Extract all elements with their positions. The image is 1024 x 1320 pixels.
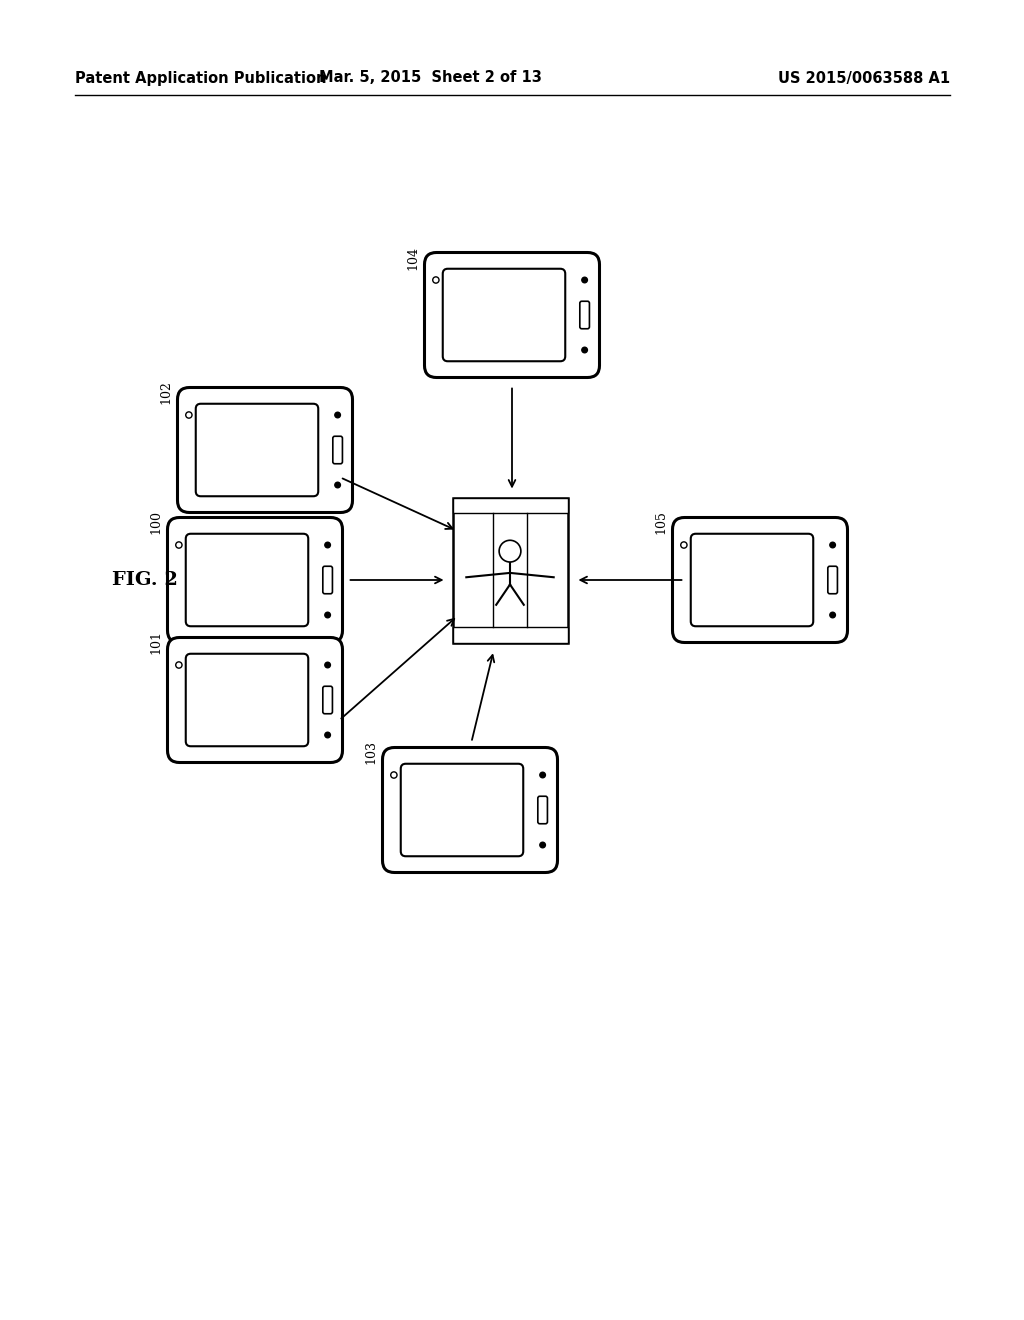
FancyBboxPatch shape (538, 796, 548, 824)
Text: 104: 104 (407, 246, 420, 269)
Text: FIG. 2: FIG. 2 (112, 572, 178, 589)
Circle shape (325, 543, 331, 548)
Text: 105: 105 (654, 511, 668, 535)
Circle shape (325, 612, 331, 618)
Circle shape (433, 277, 439, 284)
Text: Mar. 5, 2015  Sheet 2 of 13: Mar. 5, 2015 Sheet 2 of 13 (318, 70, 542, 86)
Circle shape (829, 543, 836, 548)
Circle shape (185, 412, 193, 418)
FancyBboxPatch shape (177, 388, 352, 512)
FancyBboxPatch shape (400, 764, 523, 857)
Text: 100: 100 (150, 511, 163, 535)
FancyBboxPatch shape (185, 653, 308, 746)
FancyBboxPatch shape (580, 301, 590, 329)
FancyBboxPatch shape (323, 686, 333, 714)
Text: US 2015/0063588 A1: US 2015/0063588 A1 (778, 70, 950, 86)
Circle shape (335, 482, 340, 488)
Circle shape (176, 661, 182, 668)
Circle shape (582, 347, 588, 352)
FancyBboxPatch shape (691, 533, 813, 626)
FancyArrowPatch shape (472, 655, 495, 741)
Circle shape (325, 733, 331, 738)
Circle shape (335, 412, 340, 418)
Circle shape (540, 772, 546, 777)
Bar (453, 498, 567, 643)
FancyBboxPatch shape (168, 517, 342, 643)
FancyArrowPatch shape (581, 577, 682, 583)
Bar (453, 627, 567, 643)
FancyBboxPatch shape (185, 533, 308, 626)
FancyBboxPatch shape (827, 566, 838, 594)
Circle shape (681, 541, 687, 548)
Circle shape (325, 663, 331, 668)
Circle shape (829, 612, 836, 618)
FancyArrowPatch shape (509, 388, 515, 487)
Text: 101: 101 (150, 631, 163, 655)
FancyBboxPatch shape (442, 269, 565, 362)
FancyBboxPatch shape (323, 566, 333, 594)
FancyArrowPatch shape (341, 619, 455, 718)
FancyBboxPatch shape (383, 747, 557, 873)
Circle shape (176, 541, 182, 548)
Bar (453, 498, 567, 513)
Circle shape (499, 540, 521, 562)
FancyArrowPatch shape (343, 478, 453, 529)
Text: Patent Application Publication: Patent Application Publication (75, 70, 327, 86)
Text: 103: 103 (365, 741, 378, 764)
Text: 102: 102 (160, 380, 172, 404)
FancyBboxPatch shape (333, 436, 342, 463)
FancyBboxPatch shape (168, 638, 342, 763)
FancyBboxPatch shape (425, 252, 599, 378)
FancyArrowPatch shape (350, 577, 441, 583)
Circle shape (391, 772, 397, 779)
FancyBboxPatch shape (673, 517, 848, 643)
Circle shape (540, 842, 546, 847)
FancyBboxPatch shape (196, 404, 318, 496)
Circle shape (582, 277, 588, 282)
